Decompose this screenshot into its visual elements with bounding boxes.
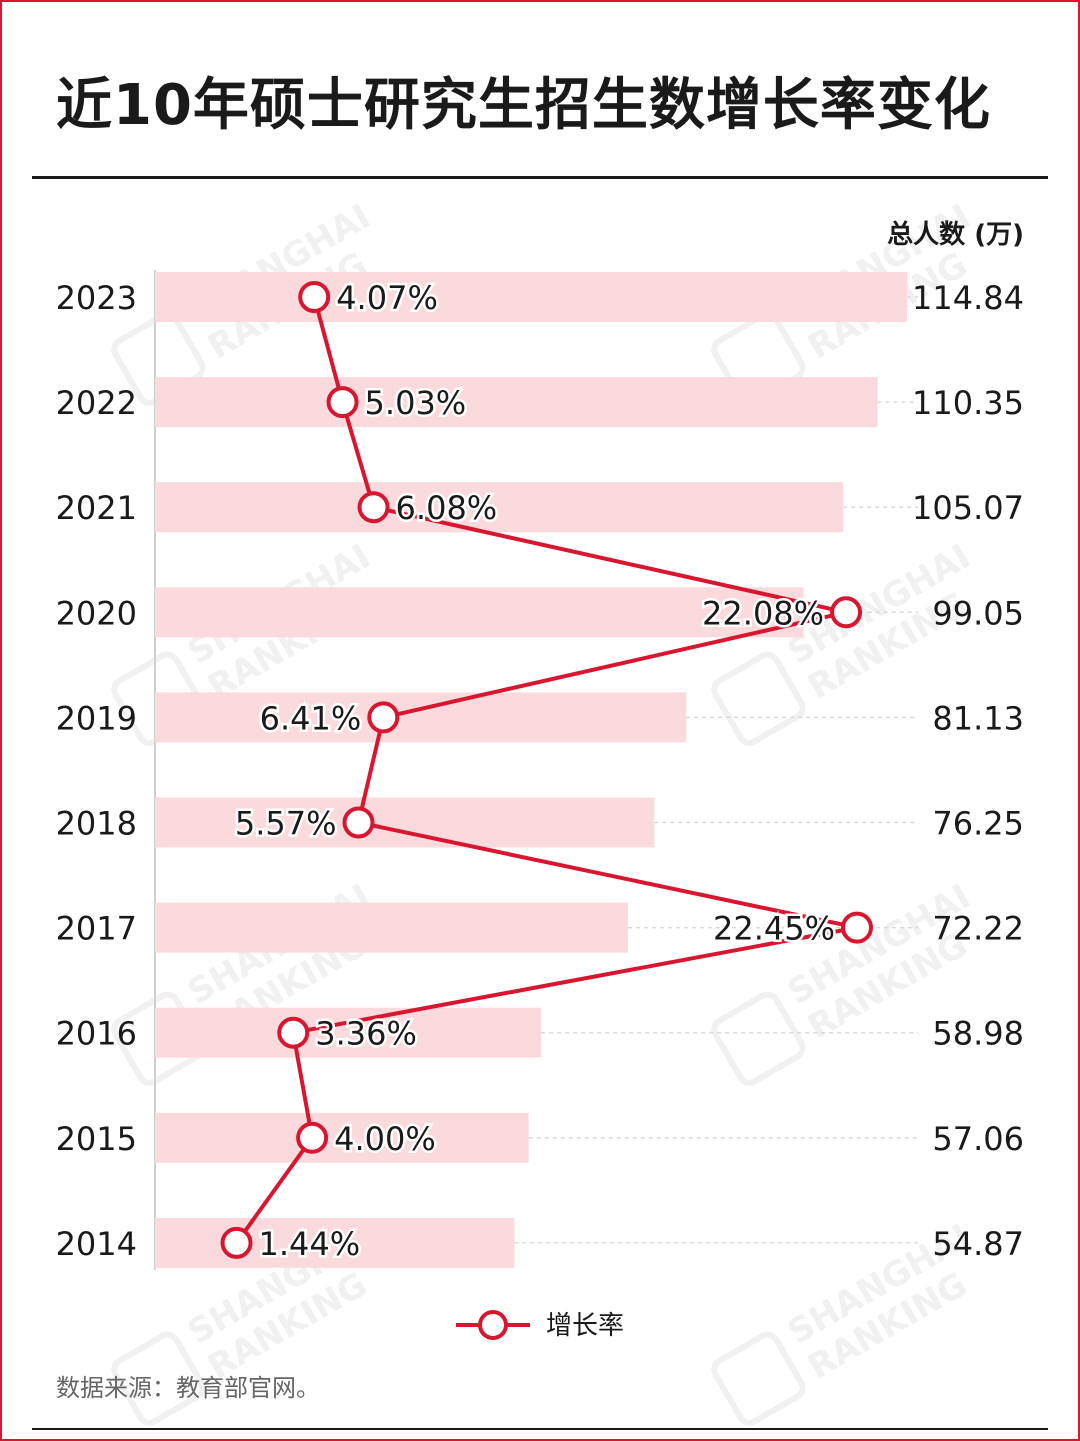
growth-rate-label: 5.57% [235,805,337,843]
top-divider [32,176,1048,179]
growth-rate-label: 4.00% [334,1120,436,1158]
growth-rate-point [357,491,390,524]
bar [155,1007,542,1058]
growth-rate-label: 5.03% [365,384,467,422]
category-label: 2023 [56,279,137,317]
legend: 增长率 [456,1310,624,1341]
bar [155,692,687,743]
growth-rate-point [830,596,863,629]
bar [155,272,907,322]
total-label: 110.35 [912,384,1024,422]
legend-label: 增长率 [546,1311,624,1341]
total-label: 76.25 [932,805,1024,843]
growth-rate-label: 4.07% [336,279,438,317]
value-axis-title: 总人数 (万) [887,220,1024,250]
growth-rate-point [277,1016,310,1049]
growth-rate-label: 3.36% [315,1015,417,1053]
chart-title: 近10年硕士研究生招生数增长率变化 [56,73,991,138]
bar [155,377,878,428]
category-label: 2015 [56,1120,137,1158]
total-label: 58.98 [932,1015,1024,1053]
growth-rate-point [220,1226,253,1259]
watermark-logo [711,1331,806,1426]
growth-rate-point [841,911,873,944]
source-note: 数据来源：教育部官网。 [56,1374,320,1402]
growth-rate-label: 6.08% [396,489,498,527]
total-label: 105.07 [912,489,1024,527]
growth-rate-label: 22.08% [702,594,824,632]
category-labels: 2023 2022 2021 2020 2019 2018 2017 2016 2015 2014 [56,279,137,1263]
total-label: 99.05 [932,594,1024,632]
bottom-divider [32,1428,1048,1430]
bar [155,482,844,533]
growth-rate-point [342,806,375,839]
total-label: 72.22 [932,910,1024,948]
watermark-logo [111,1331,206,1426]
leader-lines [514,296,918,1244]
bar [155,1112,529,1163]
growth-rate-label: 6.41% [260,699,362,737]
watermark-logo [711,651,806,746]
growth-rate-point [367,701,400,734]
bars [155,272,907,1268]
category-label: 2018 [56,805,137,843]
bar [155,1217,515,1268]
total-label: 54.87 [932,1225,1024,1263]
category-label: 2020 [56,594,137,632]
watermark-logo [711,991,806,1086]
growth-rate-points [220,281,873,1259]
total-labels: 114.84 110.35 105.07 99.05 81.13 76.25 72.22 58… [912,279,1024,1263]
bar [155,587,804,638]
total-label: 81.13 [932,699,1024,737]
total-label: 114.84 [912,279,1024,317]
category-label: 2016 [56,1015,137,1053]
growth-rate-label: 1.44% [259,1225,361,1263]
growth-rate-point [298,281,331,313]
growth-rate-label: 22.45% [713,910,835,948]
category-label: 2014 [56,1225,137,1263]
category-label: 2019 [56,699,137,737]
growth-rate-labels: 4.07% 5.03% 6.08% 22.08% 6.41% 5.57% 22.45% 3.3… [232,277,837,1266]
category-label: 2021 [56,489,137,527]
category-label: 2022 [56,384,137,422]
bar [155,797,655,848]
growth-rate-point [326,386,359,419]
growth-rate-line [234,296,859,1245]
growth-rate-point [296,1121,329,1154]
total-label: 57.06 [932,1120,1024,1158]
bar [155,902,628,953]
legend-marker-symbol [478,1310,508,1340]
category-label: 2017 [56,910,137,948]
